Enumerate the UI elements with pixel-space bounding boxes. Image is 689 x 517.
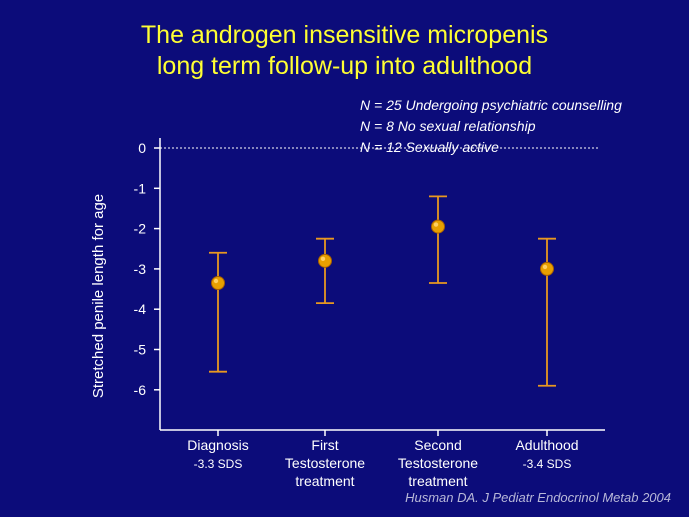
- y-tick-label: -4: [134, 301, 147, 317]
- data-point: [540, 261, 554, 276]
- annotation-psychiatric-counselling: N = 25 Undergoing psychiatric counsellin…: [360, 97, 622, 113]
- x-tick-label: Second: [414, 437, 461, 453]
- chart-title-line-2: long term follow-up into adulthood: [156, 52, 533, 80]
- data-point-highlight: [542, 264, 548, 270]
- x-tick-label: First: [311, 437, 338, 453]
- x-tick-label: -3.4 SDS: [523, 457, 572, 471]
- x-tick-label: -3.3 SDS: [194, 457, 243, 471]
- data-point-highlight: [433, 222, 439, 227]
- y-tick-label: -1: [134, 180, 147, 196]
- y-tick-label: -3: [134, 261, 147, 277]
- y-tick-label: -6: [134, 382, 147, 398]
- data-point-highlight: [213, 278, 219, 284]
- chart-title-line-1: The androgen insensitive micropenis: [140, 21, 549, 49]
- data-point: [318, 253, 332, 268]
- x-tick-label: treatment: [295, 473, 354, 489]
- annotation-sexually-active: N = 12 Sexually active: [360, 139, 499, 155]
- x-tick-label: Testosterone: [285, 455, 365, 471]
- data-point-highlight: [320, 256, 326, 262]
- x-tick-label: Diagnosis: [187, 437, 248, 453]
- y-tick-label: 0: [138, 140, 146, 156]
- x-tick-label: Adulthood: [515, 437, 578, 453]
- x-tick-label: Testosterone: [398, 455, 478, 471]
- citation: Husman DA. J Pediatr Endocrinol Metab 20…: [405, 490, 671, 505]
- data-point: [211, 276, 225, 291]
- x-tick-label: treatment: [408, 473, 467, 489]
- data-point: [431, 219, 445, 234]
- annotation-no-sexual-relationship: N = 8 No sexual relationship: [360, 118, 536, 134]
- y-tick-label: -2: [134, 221, 147, 237]
- y-tick-label: -5: [134, 342, 147, 358]
